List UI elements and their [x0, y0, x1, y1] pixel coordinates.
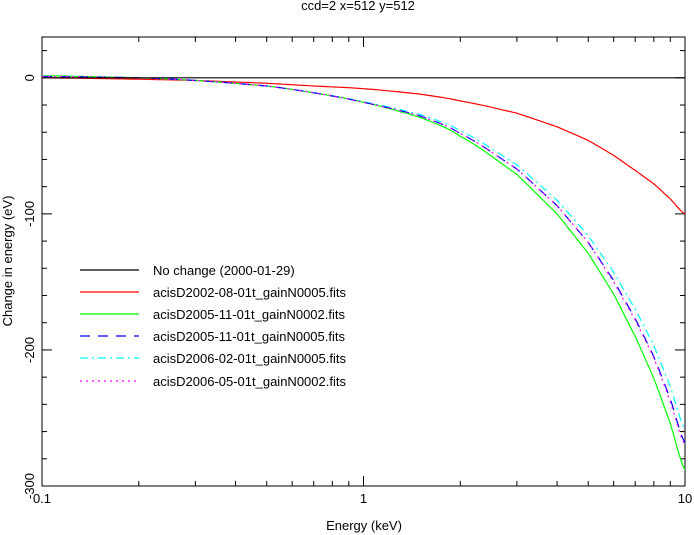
x-tick-label: 0.1 [33, 491, 51, 506]
series-line-5 [42, 75, 686, 446]
x-axis-label: Energy (keV) [326, 518, 402, 533]
legend-label: acisD2002-08-01t_gainN0005.fits [153, 285, 346, 300]
legend-item: acisD2005-11-01t_gainN0005.fits [80, 329, 345, 344]
plot-frame [41, 36, 686, 487]
legend-item: acisD2005-11-01t_gainN0002.fits [80, 307, 345, 322]
legend-item: No change (2000-01-29) [80, 263, 295, 278]
y-tick-label: -200 [22, 337, 37, 363]
y-tick-label: 0 [22, 74, 37, 81]
chart-title: ccd=2 x=512 y=512 [301, 0, 415, 13]
legend-label: acisD2005-11-01t_gainN0005.fits [153, 329, 345, 344]
series-line-1 [41, 77, 686, 215]
legend-item: acisD2002-08-01t_gainN0005.fits [80, 285, 346, 300]
y-axis-label: Change in energy (eV) [0, 196, 15, 327]
series-line-4 [42, 75, 686, 430]
legend: No change (2000-01-29) acisD2002-08-01t_g… [80, 263, 346, 389]
legend-item: acisD2006-05-01t_gainN0002.fits [80, 374, 346, 389]
y-tick-label: -300 [22, 473, 37, 499]
y-tick-label: -100 [22, 201, 37, 227]
legend-label: No change (2000-01-29) [153, 263, 295, 278]
x-tick-label: 10 [678, 491, 692, 506]
legend-label: acisD2005-11-01t_gainN0002.fits [153, 307, 345, 322]
plot-area: 0.1 1 10 0 -100 -200 -300 [22, 36, 692, 506]
series-line-3 [42, 75, 686, 443]
legend-label: acisD2006-05-01t_gainN0002.fits [153, 374, 346, 389]
x-tick-label: 1 [360, 491, 367, 506]
legend-label: acisD2006-02-01t_gainN0005.fits [153, 351, 346, 366]
series-line-2 [41, 75, 686, 470]
legend-item: acisD2006-02-01t_gainN0005.fits [80, 351, 346, 366]
